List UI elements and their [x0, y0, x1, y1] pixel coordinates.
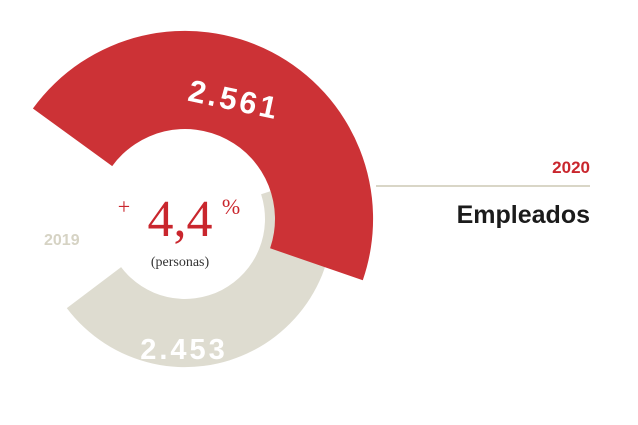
center-change: + 4,4 %	[118, 191, 240, 248]
value-label-2019: 2.453	[140, 334, 228, 366]
change-unit: %	[222, 194, 240, 219]
center-caption: (personas)	[151, 255, 210, 270]
arc-2019	[66, 173, 334, 368]
legend-year-2020: 2020	[552, 158, 590, 177]
change-sign: +	[118, 194, 130, 219]
legend-year-2019: 2019	[44, 232, 80, 249]
divider-line	[376, 185, 590, 187]
chart-title: Empleados	[456, 201, 590, 229]
arc-2020	[32, 30, 374, 281]
change-value: 4,4	[148, 191, 213, 248]
